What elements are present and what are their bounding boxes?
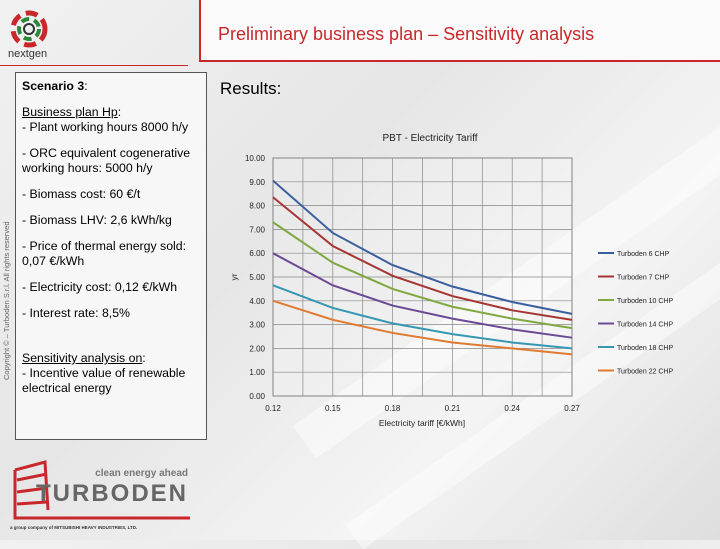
bp-item: - Biomass LHV: 2,6 kWh/kg (22, 213, 172, 227)
divider (0, 65, 188, 66)
bp-item: - Price of thermal energy sold: 0,07 €/k… (22, 239, 187, 268)
scenario-panel: Scenario 3: Business plan Hp: - Plant wo… (15, 72, 207, 440)
y-tick-label: 2.00 (249, 344, 265, 353)
y-tick-label: 4.00 (249, 297, 265, 306)
sens-heading: Sensitivity analysis on (22, 351, 143, 365)
chart-title: PBT - Electricity Tariff (382, 133, 477, 144)
x-tick-label: 0.27 (564, 404, 580, 413)
title-frame (199, 0, 720, 62)
legend-label: Turboden 7 CHP (617, 275, 670, 282)
y-tick-label: 5.00 (249, 273, 265, 282)
bp-item: - Biomass cost: 60 €/t (22, 187, 141, 201)
x-tick-label: 0.12 (265, 404, 281, 413)
legend-label: Turboden 10 CHP (617, 298, 673, 305)
legend-label: Turboden 22 CHP (617, 369, 673, 376)
legend-label: Turboden 14 CHP (617, 322, 673, 329)
turboden-logo: clean energy ahead TURBODEN a group comp… (10, 460, 190, 530)
y-tick-label: 10.00 (245, 154, 266, 163)
x-tick-label: 0.21 (445, 404, 461, 413)
nextgen-logo-icon (10, 10, 48, 48)
y-tick-label: 0.00 (249, 392, 265, 401)
logo-text: nextgen (8, 48, 48, 60)
x-tick-label: 0.24 (504, 404, 520, 413)
turboden-logo-icon (13, 460, 190, 520)
brand-name: TURBODEN (36, 480, 188, 507)
bp-item: - Electricity cost: 0,12 €/kWh (22, 280, 178, 294)
series-line-turboden-14-chp (272, 252, 573, 339)
bp-item: - Plant working hours 8000 h/y (22, 120, 189, 134)
page-title: Preliminary business plan – Sensitivity … (218, 24, 595, 44)
y-tick-label: 3.00 (249, 321, 265, 330)
y-tick-label: 6.00 (249, 249, 265, 258)
series-line-turboden-10-chp (272, 221, 573, 330)
y-tick-label: 9.00 (249, 178, 265, 187)
y-tick-label: 1.00 (249, 368, 265, 377)
results-label: Results: (220, 79, 282, 98)
scenario-title: Scenario 3 (22, 79, 85, 93)
legend-label: Turboden 6 CHP (617, 251, 670, 258)
y-axis-label: yr (229, 273, 239, 280)
bp-heading: Business plan Hp (22, 105, 118, 119)
series-line-turboden-6-chp (272, 179, 573, 315)
legend-label: Turboden 18 CHP (617, 345, 673, 352)
y-tick-label: 7.00 (249, 225, 265, 234)
group-text: a group company of MITSUBISHI HEAVY INDU… (10, 525, 137, 530)
x-tick-label: 0.18 (385, 404, 401, 413)
bp-item: - ORC equivalent cogenerative working ho… (22, 146, 191, 175)
x-tick-label: 0.15 (325, 404, 341, 413)
bp-item: - Interest rate: 8,5% (22, 306, 130, 320)
x-axis-label: Electricity tariff [€/kWh] (379, 418, 465, 428)
series-line-turboden-7-chp (272, 196, 573, 321)
series-line-turboden-18-chp (272, 284, 573, 350)
tagline: clean energy ahead (95, 468, 188, 479)
series-line-turboden-22-chp (272, 299, 573, 356)
y-tick-label: 8.00 (249, 202, 265, 211)
sens-item: - Incentive value of renewable electrica… (22, 366, 186, 395)
